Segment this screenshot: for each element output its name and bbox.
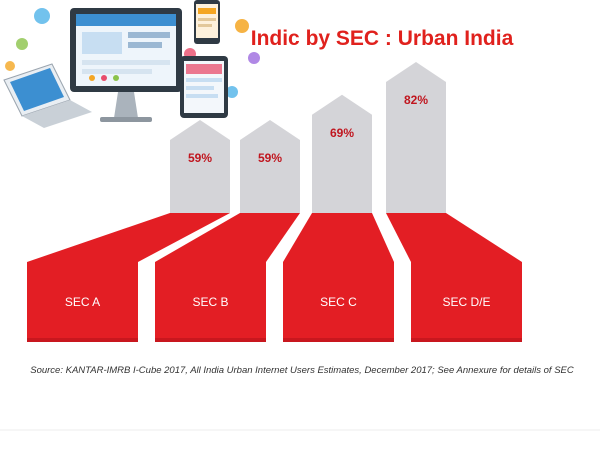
bar-shadow-4 xyxy=(411,338,522,342)
value-arrow-2 xyxy=(240,120,300,213)
category-label-4: SEC D/E xyxy=(442,295,490,309)
bar-band-2 xyxy=(155,213,300,262)
devices-illustration-icon xyxy=(3,0,260,128)
value-arrow-3 xyxy=(312,94,372,213)
bar-block-3 xyxy=(283,262,394,342)
chart-title: Indic by SEC : Urban India xyxy=(251,27,514,50)
value-label-1: 59% xyxy=(188,151,212,165)
bar-block-2 xyxy=(155,262,266,342)
bar-shadow-2 xyxy=(155,338,266,342)
value-label-2: 59% xyxy=(258,151,282,165)
value-label-3: 69% xyxy=(330,126,354,140)
bars-group: 59% SEC A 59% SEC B 69% SEC C 82% SEC D/E xyxy=(27,62,522,342)
value-arrow-1 xyxy=(170,120,230,213)
category-label-2: SEC B xyxy=(192,295,228,309)
source-note: Source: KANTAR-IMRB I-Cube 2017, All Ind… xyxy=(30,365,574,376)
value-label-4: 82% xyxy=(404,93,428,107)
bar-shadow-3 xyxy=(283,338,394,342)
bar-band-4 xyxy=(386,213,522,262)
value-arrow-4 xyxy=(386,62,446,213)
category-label-3: SEC C xyxy=(320,295,357,309)
bar-band-1 xyxy=(27,213,230,262)
bar-block-4 xyxy=(411,262,522,342)
bar-shadow-1 xyxy=(27,338,138,342)
category-label-1: SEC A xyxy=(65,295,100,309)
bar-block-1 xyxy=(27,262,138,342)
bar-band-3 xyxy=(283,213,394,262)
